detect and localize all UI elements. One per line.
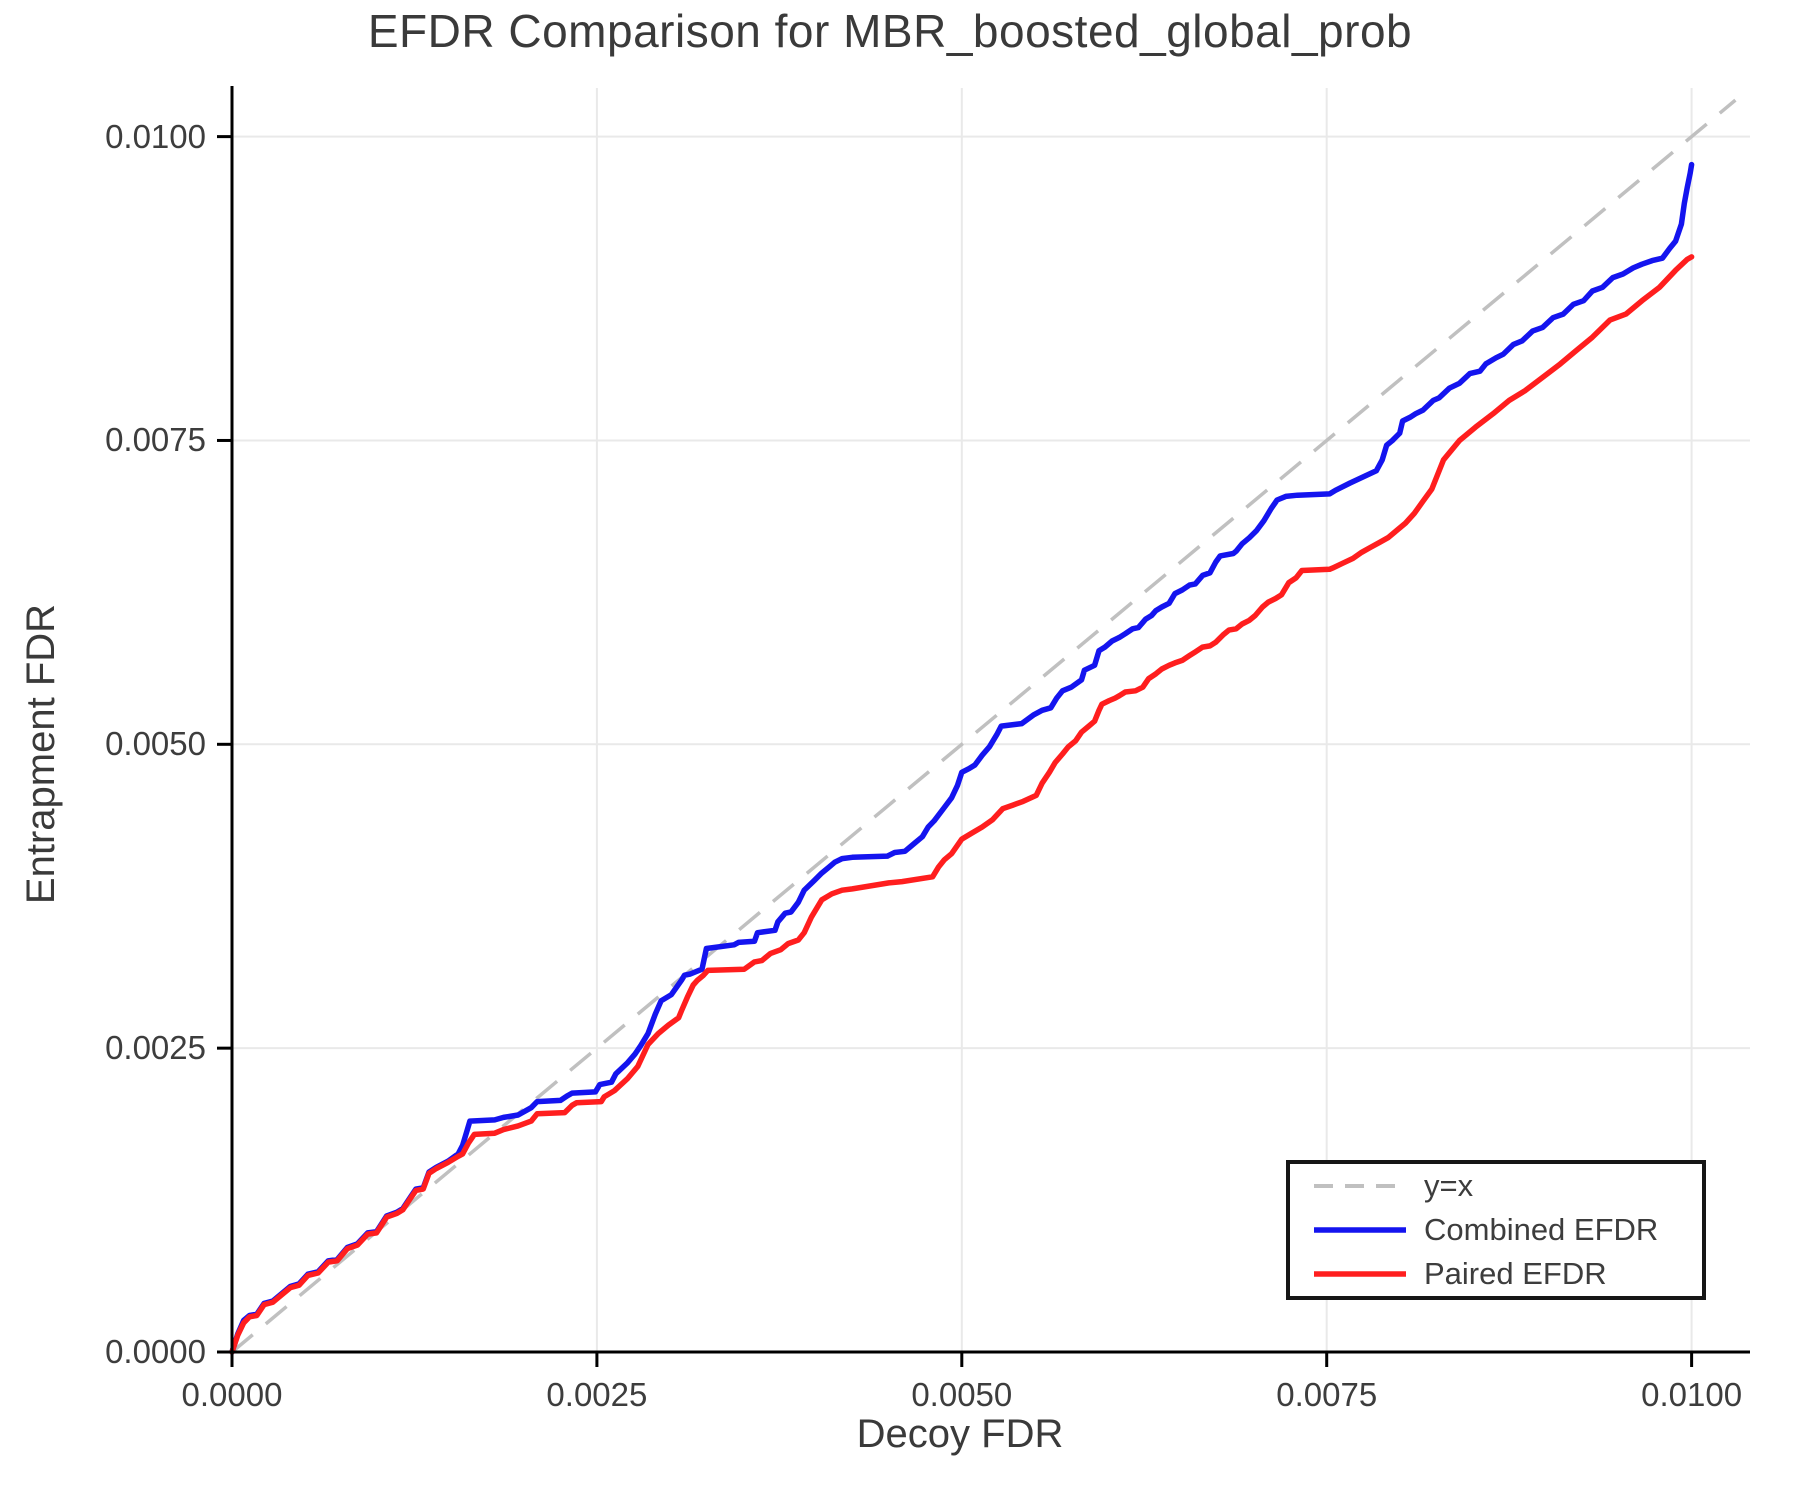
legend-row: Paired EFDR — [1312, 1254, 1702, 1294]
diagonal-reference-line — [230, 98, 1737, 1354]
paired-efdr-line — [229, 254, 1695, 1355]
y-tick-label: 0.0000 — [105, 1333, 206, 1370]
legend-row: y=x — [1312, 1166, 1702, 1206]
line-sample — [1314, 1271, 1406, 1277]
x-tick-label: 0.0100 — [1641, 1376, 1743, 1413]
x-tick-label: 0.0050 — [911, 1376, 1013, 1413]
legend-label: Combined EFDR — [1424, 1212, 1659, 1247]
legend-label: y=x — [1424, 1168, 1474, 1203]
x-axis-label: Decoy FDR — [856, 1412, 1064, 1456]
y-tick-label: 0.0025 — [105, 1029, 206, 1067]
combined-efdr-line — [229, 161, 1695, 1355]
x-tick-label: 0.0025 — [546, 1376, 648, 1413]
legend: y=x Combined EFDR Paired EFDR — [1286, 1160, 1706, 1300]
legend-row: Combined EFDR — [1312, 1210, 1702, 1250]
x-tick-label: 0.0075 — [1276, 1376, 1378, 1413]
plot-area — [217, 86, 1750, 1367]
plot-canvas — [217, 86, 1750, 1367]
line-sample — [1314, 1227, 1406, 1233]
y-tick-label: 0.0050 — [105, 725, 206, 763]
x-tick-label: 0.0000 — [181, 1376, 283, 1413]
legend-label: Paired EFDR — [1424, 1256, 1607, 1291]
dashed-line-sample — [1314, 1184, 1406, 1188]
y-tick-label: 0.0100 — [105, 117, 206, 155]
chart-title: EFDR Comparison for MBR_boosted_global_p… — [367, 5, 1413, 57]
y-tick-label: 0.0075 — [105, 421, 206, 459]
